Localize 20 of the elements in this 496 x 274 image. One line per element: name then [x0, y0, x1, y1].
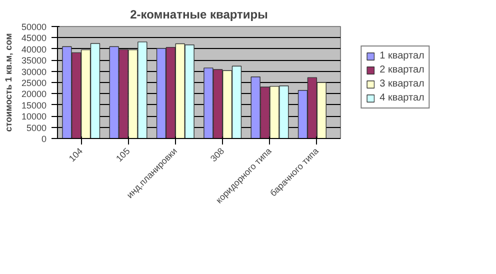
y-tick-label: 10000: [21, 112, 47, 122]
x-tick-label: 104: [66, 146, 85, 164]
legend-label: 4 квартал: [380, 92, 424, 103]
legend-label: 3 квартал: [380, 78, 424, 89]
y-tick-label: 30000: [21, 66, 47, 77]
y-tick-label: 45000: [21, 33, 47, 44]
y-tick-label: 50000: [21, 22, 47, 32]
y-axis-title: стоимость 1 кв.м, сом: [3, 32, 14, 132]
x-tick-label: 308: [208, 146, 226, 164]
y-tick-label: 0: [41, 134, 47, 144]
legend-label: 1 квартал: [380, 50, 424, 61]
legend-label: 2 квартал: [380, 64, 424, 75]
y-tick-label: 20000: [21, 89, 47, 100]
y-tick-label: 25000: [21, 78, 47, 88]
x-tick-label: 105: [114, 146, 132, 164]
y-tick-label: 40000: [21, 44, 47, 54]
y-tick-label: 15000: [21, 100, 47, 110]
chart-title: 2-комнатные квартиры: [130, 8, 268, 22]
y-tick-label: 35000: [21, 56, 47, 66]
y-tick-label: 5000: [26, 122, 47, 133]
